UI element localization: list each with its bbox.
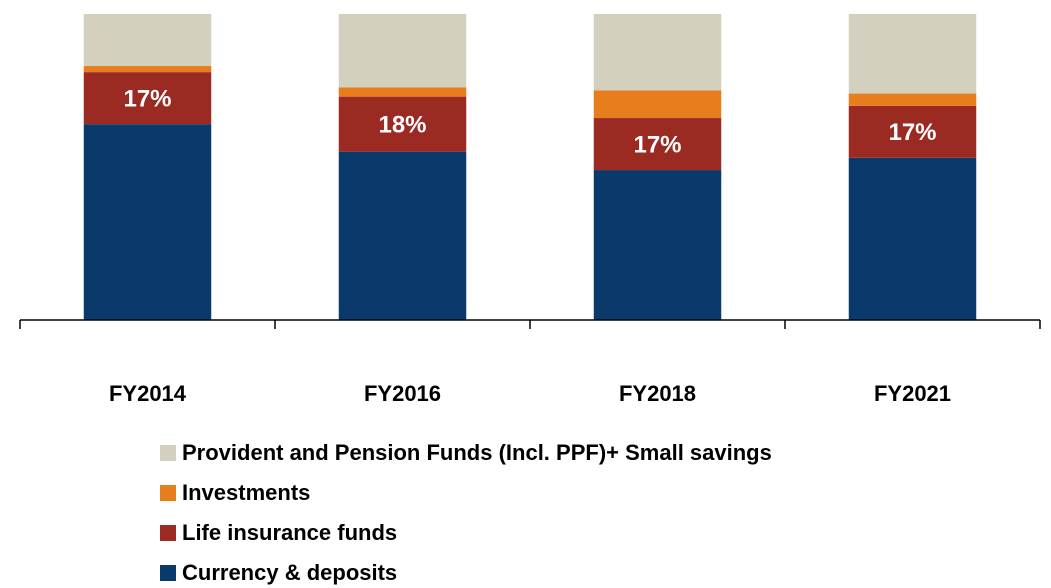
x-tick-label: FY2016 <box>364 381 441 406</box>
x-tick-label: FY2021 <box>874 381 951 406</box>
bar-segment <box>338 96 467 152</box>
bar-segment <box>83 124 212 320</box>
bar-segment <box>83 72 212 125</box>
bar-segment <box>848 14 977 94</box>
legend-swatch <box>160 565 176 581</box>
bar-segment <box>848 157 977 320</box>
x-tick-label: FY2014 <box>109 381 187 406</box>
legend-swatch <box>160 485 176 501</box>
value-label: 17% <box>633 131 681 158</box>
bar-segment <box>83 14 212 67</box>
bar-segment <box>593 90 722 119</box>
legend-swatch <box>160 445 176 461</box>
bar-segment <box>338 14 467 88</box>
value-label: 18% <box>378 112 426 139</box>
bar-segment <box>338 151 467 320</box>
bar-segment <box>83 66 212 73</box>
value-label: 17% <box>888 119 936 146</box>
legend-label: Provident and Pension Funds (Incl. PPF)+… <box>182 440 772 465</box>
value-label: 17% <box>123 85 171 112</box>
legend-label: Currency & deposits <box>182 560 397 585</box>
legend-swatch <box>160 525 176 541</box>
bar-segment <box>848 93 977 106</box>
bar-segment <box>338 87 467 97</box>
bar-segment <box>848 105 977 158</box>
bar-segment <box>593 14 722 91</box>
bar-segment <box>593 170 722 320</box>
legend-label: Life insurance funds <box>182 520 397 545</box>
legend-label: Investments <box>182 480 310 505</box>
x-tick-label: FY2018 <box>619 381 696 406</box>
bar-segment <box>593 118 722 171</box>
